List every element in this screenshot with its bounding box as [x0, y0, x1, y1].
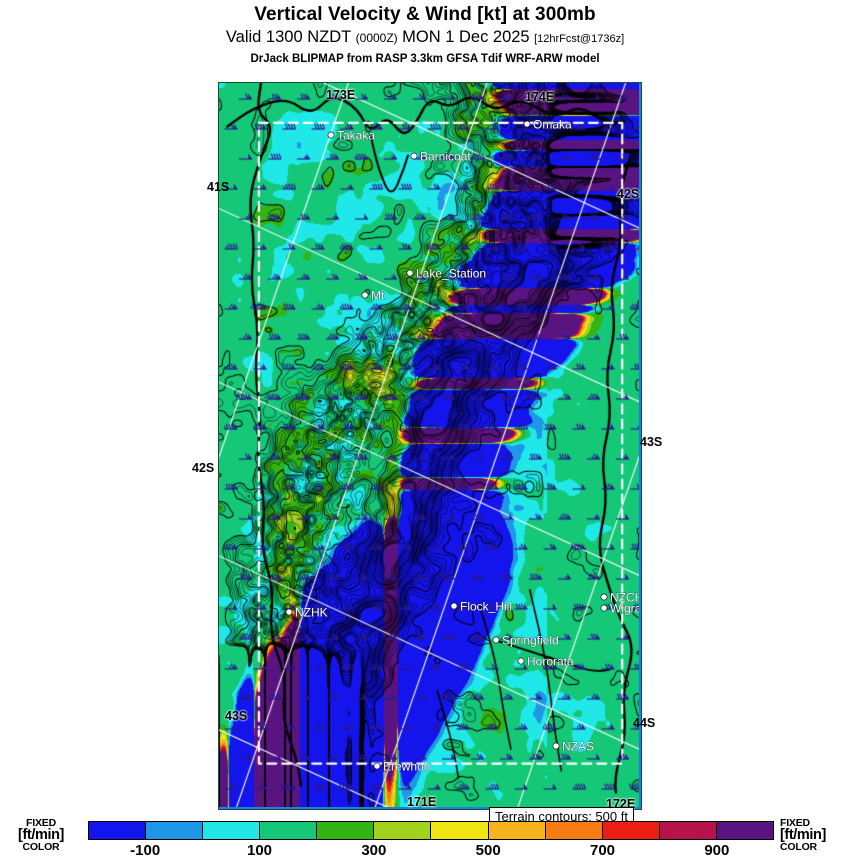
geo-label-43s-5: 43S — [640, 435, 663, 449]
colorbar-segment-11 — [716, 822, 773, 839]
vertical-velocity-raster — [219, 83, 639, 807]
station-marker-springfield[interactable]: Springfield — [492, 633, 559, 648]
geo-label-173e-0: 173E — [326, 88, 356, 102]
colorbar-unit-label-left: [ft/min] — [18, 827, 64, 843]
station-marker-mt[interactable]: Mt — [361, 288, 385, 303]
colorbar-tick-2: 300 — [361, 842, 387, 859]
geo-label-44s-7: 44S — [633, 716, 656, 730]
colorbar-segment-9 — [602, 822, 660, 839]
colorbar-legend: FIXED [ft/min] COLOR -100 100 300 500 700 900… — [0, 818, 850, 860]
valid-date-text: MON 1 Dec 2025 — [402, 28, 530, 46]
station-label: Mt — [371, 289, 385, 303]
station-marker-barnicoat[interactable]: Barnicoat — [410, 149, 472, 164]
colorbar-segment-0 — [89, 822, 147, 839]
colorbar-unit-label-right: [ft/min] — [780, 827, 826, 843]
colorbar-fixed-label-right: FIXED — [780, 818, 810, 829]
model-source-line: DrJack BLIPMAP from RASP 3.3km GFSA Tdif… — [250, 53, 600, 65]
colorbar-segment-2 — [203, 822, 261, 839]
colorbar-color-label-right: COLOR — [780, 841, 817, 853]
colorbar-tick-1: 100 — [246, 842, 273, 859]
station-marker-flock_hill[interactable]: Flock_Hill — [450, 599, 512, 614]
weather-map[interactable]: Takaka Omaka Barnicoat Lake_Station Mt NZHK Fl… — [218, 82, 642, 810]
station-label: Springfield — [502, 634, 559, 648]
geo-label-174e-1: 174E — [525, 90, 555, 104]
geo-label-41s-2: 41S — [207, 180, 230, 194]
colorbar-fixed-label-left: FIXED — [26, 817, 56, 829]
station-label: NZAS — [562, 740, 594, 754]
geo-label-171e-8: 171E — [407, 795, 437, 809]
geo-label-42s-4: 42S — [192, 461, 215, 475]
station-label: Erewhon — [383, 760, 430, 774]
station-label: Hororata — [527, 655, 574, 669]
colorbar-tick-3: 500 — [475, 842, 501, 859]
colorbar-segment-4 — [317, 822, 375, 839]
colorbar-segment-7 — [488, 822, 546, 839]
station-label: NZCH — [610, 591, 639, 605]
header-block: Vertical Velocity & Wind [kt] at 300mb V… — [0, 0, 850, 66]
station-marker-wigram[interactable]: Wigram — [600, 601, 639, 616]
station-label: Takaka — [337, 129, 375, 143]
station-label: NZHK — [295, 606, 328, 620]
map-overlay-layer: Takaka Omaka Barnicoat Lake_Station Mt NZHK Fl… — [285, 117, 639, 774]
station-marker-nzhk[interactable]: NZHK — [285, 605, 328, 620]
station-marker-lake_station[interactable]: Lake_Station — [406, 266, 486, 281]
colorbar-segment-3 — [260, 822, 318, 839]
station-label: Flock_Hill — [460, 600, 512, 614]
colorbar-segment-6 — [431, 822, 489, 839]
forecast-tag: [12hrFcst@1736z] — [534, 33, 625, 45]
colorbar-tick-0: -100 — [130, 842, 161, 859]
station-label: Lake_Station — [416, 267, 486, 281]
valid-time-line: Valid 1300 NZDT (0000Z) MON 1 Dec 2025 [… — [0, 27, 850, 50]
colorbar-segment-5 — [374, 822, 432, 839]
colorbar-tick-4: 700 — [589, 842, 616, 859]
colorbar-gradient — [88, 821, 774, 840]
geo-label-43s-6: 43S — [225, 709, 248, 723]
station-marker-takaka[interactable]: Takaka — [327, 128, 376, 143]
station-label: Omaka — [533, 118, 572, 132]
colorbar-segment-8 — [545, 822, 603, 839]
station-marker-hororata[interactable]: Hororata — [517, 654, 574, 669]
colorbar-tick-labels: -100 100 300 500 700 900 — [88, 842, 774, 860]
colorbar-units-right: FIXED [ft/min] COLOR — [778, 818, 850, 860]
geo-label-42s-3: 42S — [617, 187, 640, 201]
colorbar-units-left: FIXED [ft/min] COLOR — [2, 818, 80, 860]
station-marker-omaka[interactable]: Omaka — [523, 117, 572, 132]
page-title: Vertical Velocity & Wind [kt] at 300mb — [254, 4, 596, 25]
station-label: Barnicoat — [420, 150, 471, 164]
colorbar-color-label-left: COLOR — [22, 841, 60, 853]
valid-time-text: Valid 1300 NZDT — [225, 28, 352, 46]
colorbar-segment-10 — [659, 822, 717, 839]
colorbar-tick-5: 900 — [704, 842, 730, 859]
station-label: Wigram — [610, 602, 639, 616]
station-marker-erewhon[interactable]: Erewhon — [373, 759, 431, 774]
station-marker-nzas[interactable]: NZAS — [552, 739, 594, 754]
valid-utc-text: (0000Z) — [355, 31, 398, 45]
colorbar-segment-1 — [146, 822, 204, 839]
station-marker-nzch[interactable]: NZCH — [600, 590, 639, 605]
